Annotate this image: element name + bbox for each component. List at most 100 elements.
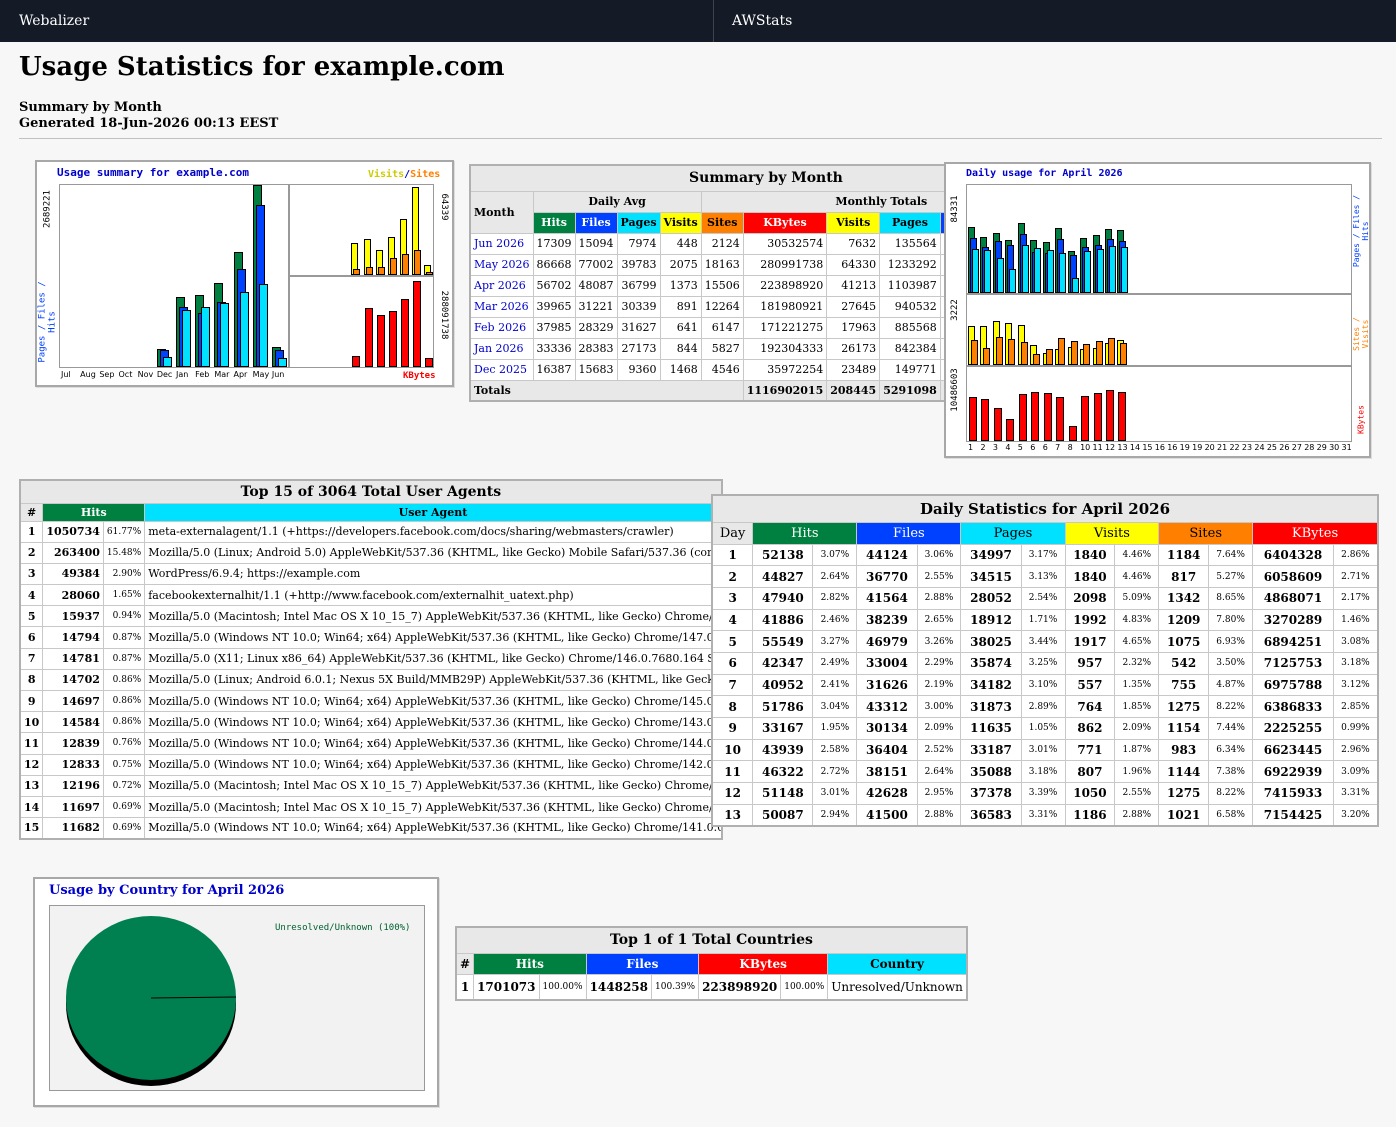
summary-cell: 171221275	[742, 316, 828, 339]
summary-cell: 5827	[700, 337, 744, 360]
daily-value: 42347	[752, 651, 814, 675]
day-kbytes-bar	[1006, 418, 1015, 441]
tab-awstats[interactable]: AWStats	[732, 13, 793, 29]
daily-pct: 1.05%	[1020, 717, 1066, 740]
daily-value: 1275	[1158, 695, 1210, 718]
day-label: 16	[1154, 443, 1165, 452]
daily-value: 43939	[752, 738, 814, 762]
month-label: Oct	[118, 370, 133, 379]
summary-month-link[interactable]: Mar 2026	[474, 300, 529, 313]
daily-pct: 2.09%	[1114, 717, 1160, 740]
day-label: 16	[1167, 443, 1178, 452]
month-label: Aug	[80, 370, 96, 379]
daily-pct: 5.27%	[1208, 565, 1254, 588]
daily-col-pages: Pages	[960, 521, 1066, 545]
month-label: Nov	[137, 370, 154, 379]
y-max-visits-wrap: 64339	[437, 184, 451, 234]
agent-hits: 15937	[42, 605, 104, 628]
agent-string: Mozilla/5.0 (Macintosh; Intel Mac OS X 1…	[144, 774, 723, 797]
daily-ymax-kbytes-wrap: 10486603	[948, 367, 962, 417]
daily-value: 33167	[752, 717, 814, 740]
daily-right-top-legend: Pages / Files / Hits	[1352, 194, 1370, 268]
table-row: 9 14697 0.86% Mozilla/5.0 (Windows NT 10.0;…	[19, 689, 723, 713]
y-max-kbytes: 288091738	[439, 290, 449, 340]
summary-month-cell[interactable]: Jun 2026	[469, 232, 534, 255]
agent-string: Mozilla/5.0 (Linux; Android 6.0.1; Nexus…	[144, 668, 723, 692]
y-max-kbytes-wrap: 288091738	[437, 282, 451, 352]
daily-pct: 3.25%	[1020, 651, 1066, 675]
summary-month-link[interactable]: May 2026	[474, 258, 530, 271]
summary-month-link[interactable]: Feb 2026	[474, 321, 527, 334]
summary-cell: 31221	[574, 295, 618, 318]
summary-cell: 35972254	[742, 358, 828, 381]
daily-pct: 3.09%	[1332, 760, 1379, 784]
table-row: 4 41886 2.46% 38239 2.65% 18912 1.71% 1992 4.83%…	[711, 608, 1379, 632]
monthly-kbytes-plot	[289, 276, 434, 368]
daily-pct: 2.95%	[916, 782, 962, 805]
daily-hits-plot	[966, 184, 1352, 294]
daily-value: 42628	[856, 782, 918, 805]
daily-pct: 1.96%	[1114, 760, 1160, 784]
day-pages-bar	[1009, 269, 1017, 293]
countries-col-kbytes: KBytes	[698, 952, 829, 975]
month-kbytes-bar	[364, 308, 373, 367]
country-cell: 1448258	[585, 973, 653, 1001]
summary-cell: 16387	[532, 358, 576, 381]
daily-value: 1275	[1158, 782, 1210, 805]
day-sites-bar	[1020, 342, 1028, 365]
summary-month-link[interactable]: Dec 2025	[474, 363, 527, 376]
daily-value: 31873	[960, 695, 1022, 718]
daily-value: 36583	[960, 803, 1022, 827]
agent-rank: 4	[19, 584, 44, 607]
agent-hits: 14584	[42, 711, 104, 734]
summary-cell: 64330	[826, 253, 881, 276]
daily-pct: 3.50%	[1208, 651, 1254, 675]
agent-hits: 14781	[42, 647, 104, 670]
daily-value: 37378	[960, 782, 1022, 805]
daily-value: 2098	[1064, 586, 1116, 610]
day-label: 29	[1316, 443, 1327, 452]
summary-month-link[interactable]: Jun 2026	[474, 237, 525, 250]
summary-month-cell[interactable]: Feb 2026	[469, 316, 534, 339]
daily-pct: 3.13%	[1020, 565, 1066, 588]
day-label: 3	[992, 443, 998, 452]
daily-value: 1021	[1158, 803, 1210, 827]
countries-title: Top 1 of 1 Total Countries	[455, 926, 968, 954]
month-pages-bar	[277, 357, 287, 367]
summary-month-cell[interactable]: Dec 2025	[469, 358, 534, 381]
daily-pct: 3.26%	[916, 630, 962, 653]
legend-kbytes: KBytes	[403, 371, 436, 381]
daily-pct: 2.88%	[916, 586, 962, 610]
agent-pct: 61.77%	[102, 520, 146, 543]
monthly-visits-plot	[289, 184, 434, 276]
summary-cell: 27645	[826, 295, 881, 318]
summary-month-link[interactable]: Jan 2026	[474, 342, 524, 355]
daily-pct: 2.71%	[1332, 565, 1379, 588]
daily-value: 771	[1064, 738, 1116, 762]
daily-ymax-visits: 3222	[950, 299, 960, 321]
daily-pct: 6.93%	[1208, 630, 1254, 653]
summary-month-link[interactable]: Apr 2026	[474, 279, 526, 292]
summary-month-cell[interactable]: Mar 2026	[469, 295, 534, 318]
summary-month-cell[interactable]: Apr 2026	[469, 274, 534, 297]
y-max-hits-wrap: 2689221	[40, 184, 54, 239]
tab-webalizer[interactable]: Webalizer	[19, 13, 90, 29]
summary-daily-avg-header: Daily Avg	[532, 190, 702, 213]
summary-cell: 39965	[532, 295, 576, 318]
agent-rank: 5	[19, 605, 44, 628]
country-cell: 100.00%	[538, 973, 587, 1001]
daily-day: 1	[711, 543, 754, 567]
summary-month-cell[interactable]: Jan 2026	[469, 337, 534, 360]
daily-value: 3270289	[1252, 608, 1334, 632]
daily-pct: 1.87%	[1114, 738, 1160, 762]
daily-pct: 3.18%	[1020, 760, 1066, 784]
summary-cell: 1233292	[879, 253, 941, 276]
daily-value: 44124	[856, 543, 918, 567]
month-pages-bar	[182, 310, 191, 367]
table-row: 7 40952 2.41% 31626 2.19% 34182 3.10% 557 1.35% 7…	[711, 673, 1379, 697]
daily-pct: 2.86%	[1332, 543, 1379, 567]
summary-month-cell[interactable]: May 2026	[469, 253, 534, 276]
daily-pct: 5.09%	[1114, 586, 1160, 610]
top-nav-bar: Webalizer AWStats	[0, 0, 1396, 42]
month-label: Jul	[61, 370, 71, 379]
